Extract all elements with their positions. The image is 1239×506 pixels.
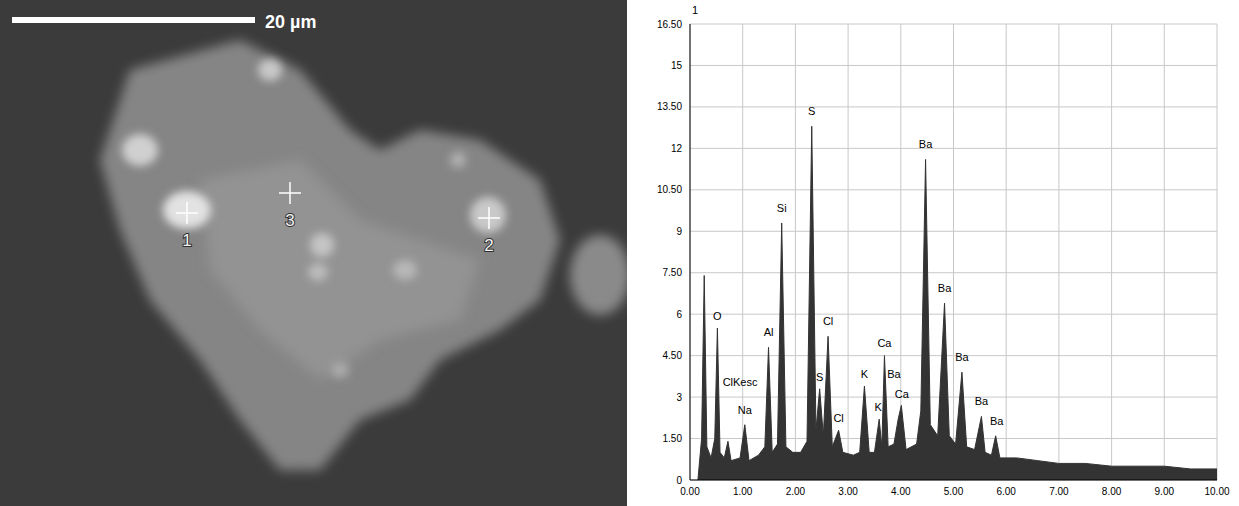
svg-text:0.00: 0.00 [680, 486, 700, 497]
svg-text:Si: Si [777, 202, 787, 214]
svg-text:3.00: 3.00 [838, 486, 858, 497]
svg-text:2: 2 [484, 236, 493, 255]
svg-text:K: K [861, 368, 869, 380]
svg-text:K: K [874, 401, 882, 413]
svg-text:3: 3 [676, 392, 682, 403]
svg-text:10.50: 10.50 [657, 184, 682, 195]
svg-text:Ca: Ca [895, 388, 910, 400]
svg-text:15: 15 [671, 60, 683, 71]
svg-text:0: 0 [676, 475, 682, 486]
svg-text:7.50: 7.50 [663, 267, 683, 278]
svg-text:Na: Na [738, 404, 753, 416]
svg-text:1: 1 [182, 231, 191, 250]
svg-text:6.00: 6.00 [996, 486, 1016, 497]
svg-text:Cl: Cl [823, 315, 833, 327]
svg-text:Ba: Ba [975, 395, 989, 407]
svg-text:1.50: 1.50 [663, 433, 683, 444]
svg-text:7.00: 7.00 [1049, 486, 1069, 497]
svg-text:10.00: 10.00 [1204, 486, 1229, 497]
svg-text:2.00: 2.00 [786, 486, 806, 497]
svg-text:O: O [713, 310, 722, 322]
svg-text:13.50: 13.50 [657, 101, 682, 112]
svg-text:Ca: Ca [877, 337, 892, 349]
svg-text:4.50: 4.50 [663, 350, 683, 361]
svg-text:8.00: 8.00 [1102, 486, 1122, 497]
svg-text:Al: Al [764, 326, 774, 338]
svg-text:Ba: Ba [938, 282, 952, 294]
svg-text:3: 3 [285, 211, 294, 230]
svg-text:20 µm: 20 µm [265, 12, 316, 32]
svg-text:4.00: 4.00 [891, 486, 911, 497]
svg-text:Cl: Cl [833, 412, 843, 424]
html-text:1: 1 [692, 4, 699, 16]
svg-text:5.00: 5.00 [944, 486, 964, 497]
svg-text:Ba: Ba [919, 138, 933, 150]
svg-text:12: 12 [671, 143, 683, 154]
svg-text:Ba: Ba [955, 351, 969, 363]
svg-text:16.50: 16.50 [657, 19, 682, 30]
svg-text:Ba: Ba [887, 368, 901, 380]
svg-text:ClKesc: ClKesc [723, 376, 758, 388]
svg-text:S: S [816, 371, 823, 383]
svg-text:6: 6 [676, 309, 682, 320]
svg-text:1.00: 1.00 [733, 486, 753, 497]
svg-text:S: S [808, 105, 815, 117]
svg-text:Ba: Ba [990, 415, 1004, 427]
svg-text:9: 9 [676, 226, 682, 237]
svg-text:9.00: 9.00 [1155, 486, 1175, 497]
